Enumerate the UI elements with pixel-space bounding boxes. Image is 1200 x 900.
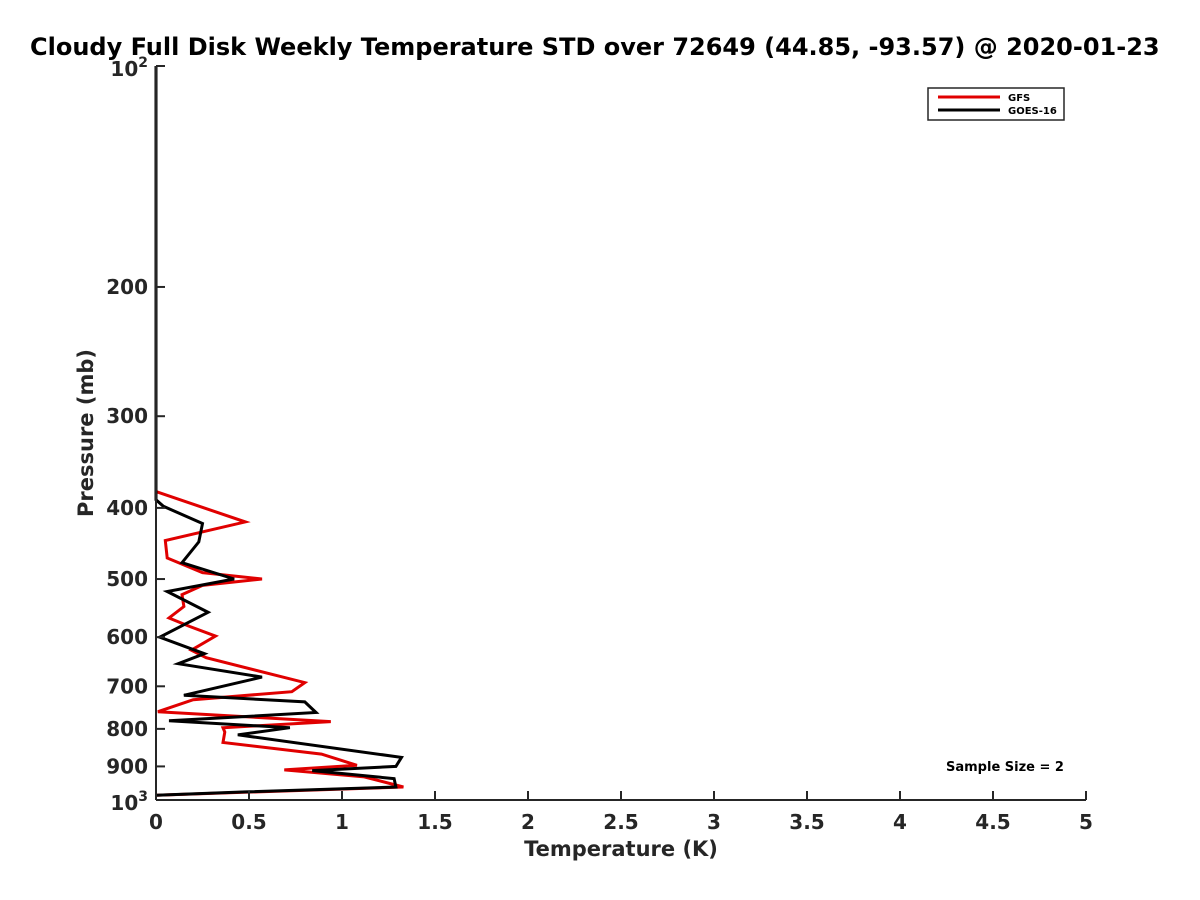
chart-title: Cloudy Full Disk Weekly Temperature STD … — [30, 33, 1160, 61]
x-tick-label: 2 — [521, 810, 535, 834]
x-tick-label: 0 — [149, 810, 163, 834]
y-tick-label: 500 — [106, 567, 148, 591]
y-tick-label: 300 — [106, 404, 148, 428]
x-tick-label: 3 — [707, 810, 721, 834]
series-layer — [154, 66, 404, 797]
x-tick-label: 4.5 — [975, 810, 1010, 834]
y-axis-label: Pressure (mb) — [74, 349, 98, 517]
x-tick-label: 3.5 — [789, 810, 824, 834]
series-line-goes16 — [154, 66, 404, 797]
legend-label-goes16: GOES-16 — [1008, 106, 1057, 117]
y-tick-label: 900 — [106, 754, 148, 778]
x-ticks: 0 0.5 1 1.5 2 2.5 3 3.5 4 4.5 5 — [149, 791, 1093, 834]
y-tick-label: 800 — [106, 717, 148, 741]
x-tick-label: 4 — [893, 810, 907, 834]
y-tick-label: 400 — [106, 496, 148, 520]
x-axis-label: Temperature (K) — [524, 837, 718, 861]
series-line-gfs — [154, 66, 404, 797]
legend-box — [927, 87, 1065, 121]
y-tick-label: 700 — [106, 674, 148, 698]
x-tick-label: 2.5 — [603, 810, 638, 834]
legend-label-gfs: GFS — [1008, 93, 1030, 104]
sample-size-annotation: Sample Size = 2 — [946, 760, 1064, 775]
x-tick-label: 1 — [335, 810, 349, 834]
legend: GFS GOES-16 — [927, 87, 1065, 121]
y-ticks: 102 200 300 400 500 600 700 800 900 103 — [106, 55, 165, 815]
y-tick-label: 103 — [110, 789, 148, 815]
x-tick-label: 0.5 — [231, 810, 266, 834]
y-tick-label: 200 — [106, 275, 148, 299]
y-tick-label: 102 — [110, 55, 148, 81]
y-tick-label: 600 — [106, 625, 148, 649]
x-tick-label: 1.5 — [417, 810, 452, 834]
x-tick-label: 5 — [1079, 810, 1093, 834]
